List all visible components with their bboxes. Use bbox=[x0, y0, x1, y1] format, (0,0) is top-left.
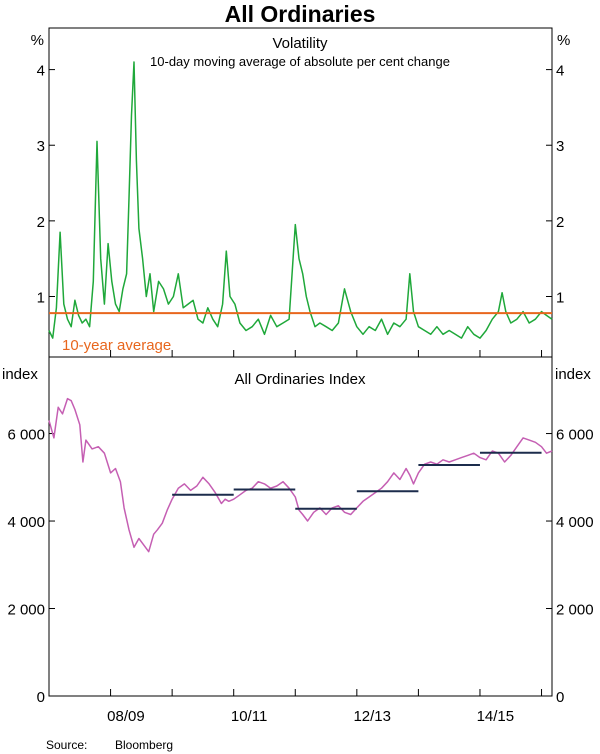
all-ordinaries-index-line bbox=[48, 397, 553, 553]
index-panel-title: All Ordinaries Index bbox=[235, 371, 366, 388]
y-tick-label-left: 1 bbox=[37, 289, 45, 306]
x-tick-label: 08/09 bbox=[107, 708, 145, 725]
y-tick-label-right: 4 000 bbox=[556, 514, 594, 531]
axes-layer: 1 1 2 2 3 3 4 4 0 0 2 000 2 000 4 000 4 000 6 000 6 000… bbox=[7, 63, 593, 725]
x-tick-label: 12/13 bbox=[353, 708, 391, 725]
source-name: Bloomberg bbox=[115, 738, 173, 752]
y-tick-label-left: 4 000 bbox=[7, 514, 45, 531]
volatility-unit-left: % bbox=[31, 32, 44, 49]
y-tick-label-right: 1 bbox=[556, 289, 564, 306]
y-tick-label-left: 3 bbox=[37, 138, 45, 155]
y-tick-label-right: 6 000 bbox=[556, 427, 594, 444]
y-tick-label-right: 4 bbox=[556, 63, 564, 80]
y-tick-label-right: 0 bbox=[556, 689, 564, 706]
index-panel-frame bbox=[48, 356, 553, 697]
volatility-panel-frame bbox=[48, 27, 553, 358]
y-tick-label-left: 0 bbox=[37, 689, 45, 706]
volatility-panel-title: Volatility bbox=[272, 35, 328, 52]
volatility-unit-right: % bbox=[557, 32, 570, 49]
y-tick-label-left: 4 bbox=[37, 63, 45, 80]
y-tick-label-right: 3 bbox=[556, 138, 564, 155]
x-tick-label: 10/11 bbox=[231, 708, 267, 725]
y-tick-label-left: 2 bbox=[37, 214, 45, 231]
y-tick-label-left: 6 000 bbox=[7, 427, 45, 444]
ten-year-average-annotation: 10-year average bbox=[62, 337, 171, 354]
index-unit-right: index bbox=[555, 366, 591, 383]
source-label: Source: bbox=[46, 738, 87, 752]
series-layer bbox=[48, 61, 553, 553]
x-tick-label: 14/15 bbox=[477, 708, 515, 725]
volatility-line bbox=[48, 61, 553, 339]
y-tick-label-right: 2 000 bbox=[556, 602, 594, 619]
index-unit-left: index bbox=[2, 366, 38, 383]
y-tick-label-right: 2 bbox=[556, 214, 564, 231]
y-tick-label-left: 2 000 bbox=[7, 602, 45, 619]
volatility-panel-subtitle: 10-day moving average of absolute per ce… bbox=[150, 54, 450, 69]
chart-title: All Ordinaries bbox=[225, 1, 376, 27]
